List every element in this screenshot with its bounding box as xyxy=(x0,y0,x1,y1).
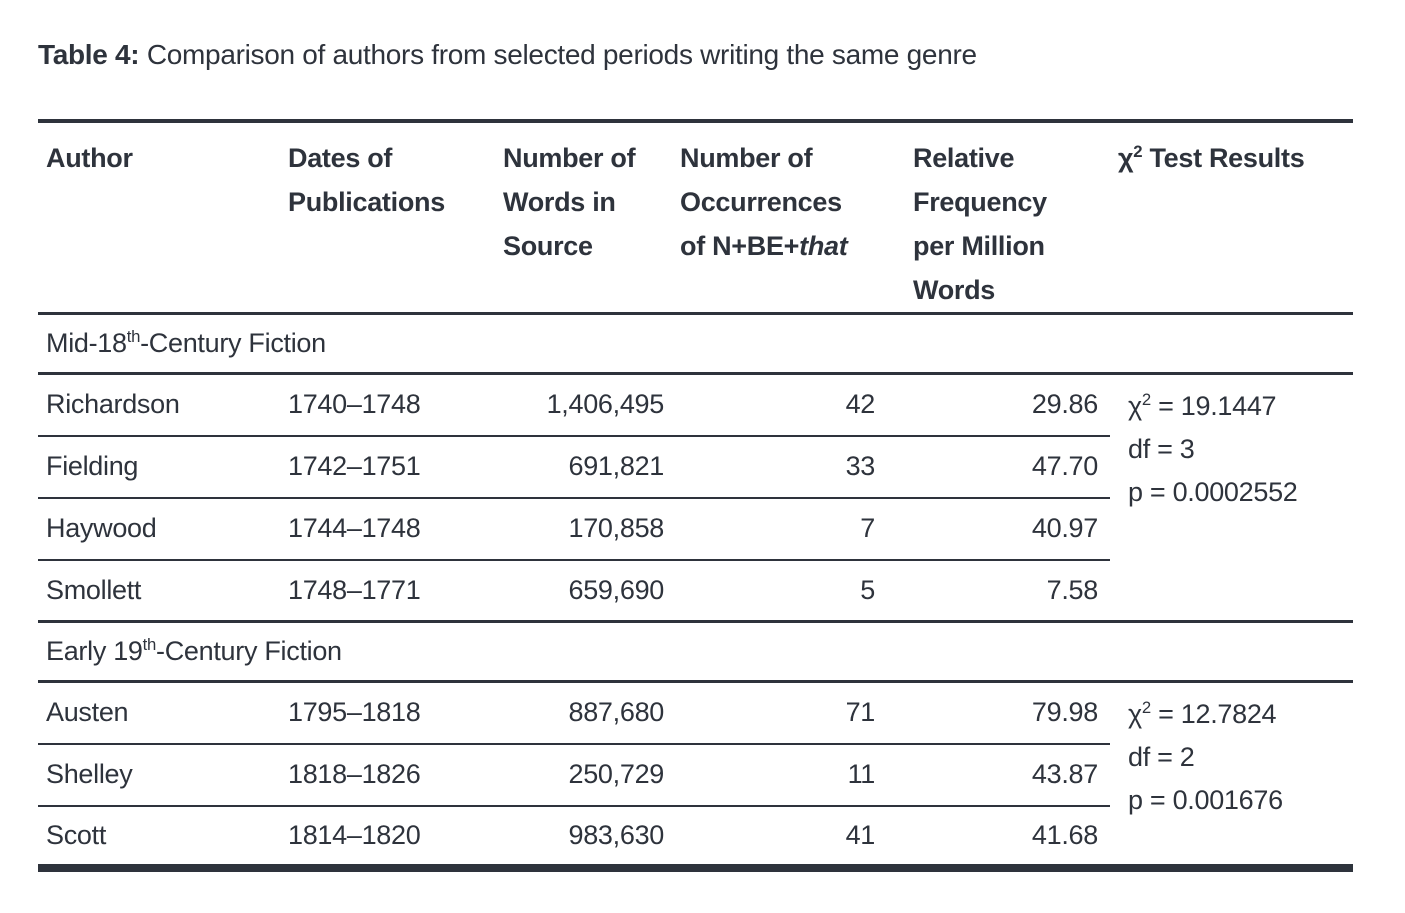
words-cell: 250,729 xyxy=(495,743,672,807)
table-row: Smollett 1748–1771 659,690 5 7.58 xyxy=(38,560,1353,622)
chi-test-result-cell: χ2 = 12.7824 df = 2 p = 0.001676 xyxy=(1110,682,1353,868)
occurrences-cell: 71 xyxy=(672,681,905,745)
rel-freq-cell: 79.98 xyxy=(905,681,1110,745)
dates-cell: 1748–1771 xyxy=(288,574,421,605)
table-row: Fielding 1742–1751 691,821 33 47.70 xyxy=(38,435,1353,499)
section-header-mid-18th: Mid-18th-Century Fiction xyxy=(38,312,1353,375)
author-cell: Smollett xyxy=(46,574,142,605)
table-caption: Table 4: Comparison of authors from sele… xyxy=(38,38,1405,72)
table-row: Richardson 1740–1748 1,406,495 42 29.86 … xyxy=(38,373,1353,507)
rel-freq-cell: 47.70 xyxy=(905,435,1110,499)
occurrences-cell: 11 xyxy=(672,743,905,807)
column-header-author: Author xyxy=(38,121,280,315)
dates-cell: 1742–1751 xyxy=(280,435,495,499)
occurrences-cell: 41 xyxy=(845,819,876,850)
author-cell: Shelley xyxy=(38,743,280,807)
occurrences-cell: 33 xyxy=(672,435,905,499)
occurrences-cell: 7 xyxy=(672,497,905,561)
column-header-chi-test: χ2 Test Results xyxy=(1110,121,1353,315)
dates-cell: 1744–1748 xyxy=(280,497,495,561)
rel-freq-cell: 41.68 xyxy=(1031,819,1098,850)
table-caption-label: Table 4: xyxy=(38,39,140,70)
column-header-words: Number of Words in Source xyxy=(495,121,672,315)
author-cell: Richardson xyxy=(38,373,280,437)
column-header-occurrences: Number of Occurrences of N+BE+that xyxy=(672,121,905,315)
chi-value-line: χ2 = 12.7824 xyxy=(1128,698,1277,729)
section-header-label: Early 19th-Century Fiction xyxy=(38,620,1353,683)
table-row: Scott 1814–1820 983,630 41 41.68 xyxy=(38,806,1353,868)
author-cell: Austen xyxy=(38,681,280,745)
rel-freq-cell: 43.87 xyxy=(905,743,1110,807)
comparison-table: Author Dates of Publications Number of W… xyxy=(38,119,1353,872)
rel-freq-cell: 29.86 xyxy=(905,373,1110,437)
occurrences-cell: 42 xyxy=(672,373,905,437)
header-row: Author Dates of Publications Number of W… xyxy=(38,121,1353,315)
words-cell: 170,858 xyxy=(495,497,672,561)
table-row: Shelley 1818–1826 250,729 11 43.87 xyxy=(38,743,1353,807)
dates-cell: 1795–1818 xyxy=(280,681,495,745)
section-header-label: Mid-18th-Century Fiction xyxy=(38,312,1353,375)
table-row: Austen 1795–1818 887,680 71 79.98 χ2 = 1… xyxy=(38,681,1353,815)
df-line: df = 2 xyxy=(1128,742,1195,772)
chi-test-result-cell: χ2 = 19.1447 df = 3 p = 0.0002552 xyxy=(1110,374,1353,622)
df-line: df = 3 xyxy=(1128,434,1195,464)
dates-cell: 1814–1820 xyxy=(288,819,421,850)
dates-cell: 1818–1826 xyxy=(280,743,495,807)
author-cell: Fielding xyxy=(38,435,280,499)
rel-freq-cell: 40.97 xyxy=(905,497,1110,561)
rel-freq-cell: 7.58 xyxy=(1046,574,1099,605)
p-value-line: p = 0.0002552 xyxy=(1128,477,1298,507)
words-cell: 887,680 xyxy=(495,681,672,745)
p-value-line: p = 0.001676 xyxy=(1128,785,1283,815)
column-header-rel-freq: Relative Frequency per Million Words xyxy=(905,121,1110,315)
words-cell: 1,406,495 xyxy=(495,373,672,437)
words-cell: 691,821 xyxy=(495,435,672,499)
author-cell: Haywood xyxy=(38,497,280,561)
chi-value-line: χ2 = 19.1447 xyxy=(1128,390,1277,421)
occurrences-cell: 5 xyxy=(860,574,875,605)
dates-cell: 1740–1748 xyxy=(280,373,495,437)
words-cell: 983,630 xyxy=(568,819,665,850)
column-header-dates: Dates of Publications xyxy=(280,121,495,315)
section-header-early-19th: Early 19th-Century Fiction xyxy=(38,620,1353,683)
words-cell: 659,690 xyxy=(568,574,665,605)
table-caption-text: Comparison of authors from selected peri… xyxy=(139,39,977,70)
author-cell: Scott xyxy=(46,819,107,850)
table-row: Haywood 1744–1748 170,858 7 40.97 xyxy=(38,497,1353,561)
